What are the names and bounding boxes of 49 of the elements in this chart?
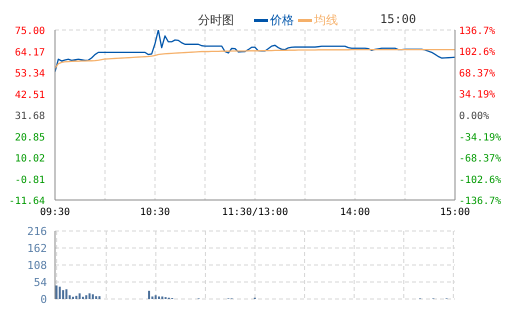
- y-tick-label: 53.34: [14, 68, 45, 80]
- bar: [56, 285, 58, 299]
- y-tick-label: 108: [27, 258, 47, 272]
- x-tick-label: 14:00: [340, 207, 370, 218]
- bar: [88, 293, 91, 299]
- x-tick-label: 11:30/13:00: [222, 207, 288, 218]
- y-tick-label: 75.00: [14, 26, 45, 37]
- y-tick-label: -11.64: [8, 196, 45, 207]
- bar: [154, 295, 157, 299]
- y-tick-label: 31.68: [14, 111, 45, 122]
- y-tick-label: 0: [40, 292, 47, 306]
- bar: [148, 290, 150, 299]
- bar: [158, 296, 160, 299]
- legend-label: 均线: [314, 12, 338, 29]
- y2-tick-label: -68.37%: [459, 154, 502, 165]
- bar: [85, 295, 88, 299]
- line-series: [54, 30, 456, 72]
- bar: [92, 294, 94, 299]
- y2-tick-label: -136.7%: [459, 196, 502, 207]
- y-tick-label: 42.51: [14, 90, 45, 101]
- x-tick-label: 09:30: [40, 207, 70, 218]
- y2-tick-label: 34.19%: [459, 90, 496, 101]
- line-series: [54, 48, 456, 69]
- y2-tick-label: 136.7%: [459, 26, 496, 37]
- x-tick-label: 10:30: [140, 207, 170, 218]
- bar: [58, 286, 61, 299]
- y-tick-label: 54: [34, 276, 48, 289]
- y-tick-label: 64.17: [14, 47, 45, 58]
- bar: [78, 293, 81, 299]
- bar: [161, 296, 164, 299]
- x-tick-label: 15:00: [440, 207, 470, 218]
- y2-tick-label: 68.37%: [459, 68, 496, 80]
- text: 15:00: [380, 12, 416, 26]
- y2-tick-label: 0.00%: [459, 111, 490, 122]
- y-tick-label: -0.81: [14, 174, 45, 186]
- y-tick-label: 216: [27, 224, 47, 238]
- bar: [75, 296, 78, 299]
- chart-title: 分时图: [198, 12, 234, 29]
- bar: [65, 289, 68, 299]
- legend-label: 价格: [270, 12, 294, 29]
- bar: [98, 296, 100, 299]
- y-tick-label: 162: [27, 242, 47, 255]
- bar: [95, 296, 98, 299]
- y-tick-label: 20.85: [14, 132, 45, 144]
- y2-tick-label: 102.6%: [459, 47, 496, 58]
- y-tick-label: 10.02: [14, 154, 45, 164]
- bar: [62, 290, 64, 299]
- y2-tick-label: -102.6%: [459, 174, 502, 186]
- y2-tick-label: -34.19%: [459, 132, 502, 144]
